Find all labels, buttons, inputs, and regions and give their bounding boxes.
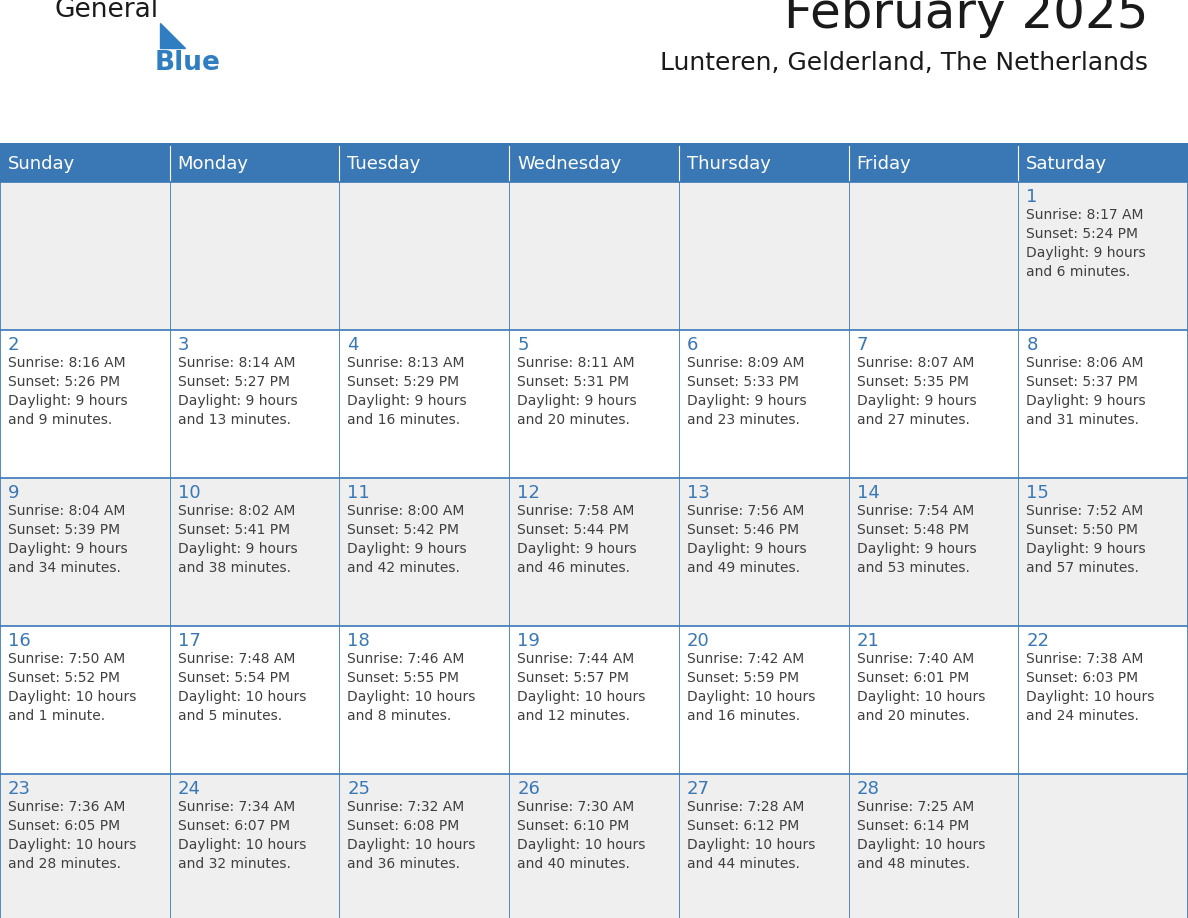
Text: Thursday: Thursday — [687, 155, 771, 173]
Text: Sunrise: 7:36 AM
Sunset: 6:05 PM
Daylight: 10 hours
and 28 minutes.: Sunrise: 7:36 AM Sunset: 6:05 PM Dayligh… — [8, 800, 137, 871]
Text: 5: 5 — [517, 336, 529, 354]
Bar — [340, 146, 510, 182]
Bar — [0, 143, 1188, 148]
Text: Sunrise: 7:32 AM
Sunset: 6:08 PM
Daylight: 10 hours
and 36 minutes.: Sunrise: 7:32 AM Sunset: 6:08 PM Dayligh… — [347, 800, 476, 871]
Text: Sunrise: 8:11 AM
Sunset: 5:31 PM
Daylight: 9 hours
and 20 minutes.: Sunrise: 8:11 AM Sunset: 5:31 PM Dayligh… — [517, 356, 637, 427]
Text: Sunrise: 8:07 AM
Sunset: 5:35 PM
Daylight: 9 hours
and 27 minutes.: Sunrise: 8:07 AM Sunset: 5:35 PM Dayligh… — [857, 356, 977, 427]
Bar — [0, 774, 1188, 918]
Text: Sunrise: 7:42 AM
Sunset: 5:59 PM
Daylight: 10 hours
and 16 minutes.: Sunrise: 7:42 AM Sunset: 5:59 PM Dayligh… — [687, 652, 815, 722]
Text: Sunrise: 7:56 AM
Sunset: 5:46 PM
Daylight: 9 hours
and 49 minutes.: Sunrise: 7:56 AM Sunset: 5:46 PM Dayligh… — [687, 504, 807, 575]
Text: Sunrise: 7:46 AM
Sunset: 5:55 PM
Daylight: 10 hours
and 8 minutes.: Sunrise: 7:46 AM Sunset: 5:55 PM Dayligh… — [347, 652, 476, 722]
Text: 7: 7 — [857, 336, 868, 354]
Text: 24: 24 — [178, 780, 201, 798]
Text: Sunrise: 8:16 AM
Sunset: 5:26 PM
Daylight: 9 hours
and 9 minutes.: Sunrise: 8:16 AM Sunset: 5:26 PM Dayligh… — [8, 356, 127, 427]
Text: Friday: Friday — [857, 155, 911, 173]
Text: Sunrise: 8:02 AM
Sunset: 5:41 PM
Daylight: 9 hours
and 38 minutes.: Sunrise: 8:02 AM Sunset: 5:41 PM Dayligh… — [178, 504, 297, 575]
Text: Wednesday: Wednesday — [517, 155, 621, 173]
Text: Lunteren, Gelderland, The Netherlands: Lunteren, Gelderland, The Netherlands — [661, 51, 1148, 75]
Text: Sunrise: 7:54 AM
Sunset: 5:48 PM
Daylight: 9 hours
and 53 minutes.: Sunrise: 7:54 AM Sunset: 5:48 PM Dayligh… — [857, 504, 977, 575]
Text: 28: 28 — [857, 780, 879, 798]
Bar — [0, 330, 1188, 478]
Text: Saturday: Saturday — [1026, 155, 1107, 173]
Text: Sunday: Sunday — [8, 155, 75, 173]
Text: 18: 18 — [347, 632, 371, 650]
Text: Sunrise: 8:09 AM
Sunset: 5:33 PM
Daylight: 9 hours
and 23 minutes.: Sunrise: 8:09 AM Sunset: 5:33 PM Dayligh… — [687, 356, 807, 427]
Text: Sunrise: 7:58 AM
Sunset: 5:44 PM
Daylight: 9 hours
and 46 minutes.: Sunrise: 7:58 AM Sunset: 5:44 PM Dayligh… — [517, 504, 637, 575]
Bar — [678, 146, 848, 182]
Text: 15: 15 — [1026, 484, 1049, 502]
Text: Sunrise: 7:52 AM
Sunset: 5:50 PM
Daylight: 9 hours
and 57 minutes.: Sunrise: 7:52 AM Sunset: 5:50 PM Dayligh… — [1026, 504, 1146, 575]
Text: Sunrise: 7:50 AM
Sunset: 5:52 PM
Daylight: 10 hours
and 1 minute.: Sunrise: 7:50 AM Sunset: 5:52 PM Dayligh… — [8, 652, 137, 722]
Text: 11: 11 — [347, 484, 371, 502]
Text: Sunrise: 7:38 AM
Sunset: 6:03 PM
Daylight: 10 hours
and 24 minutes.: Sunrise: 7:38 AM Sunset: 6:03 PM Dayligh… — [1026, 652, 1155, 722]
Text: Sunrise: 8:17 AM
Sunset: 5:24 PM
Daylight: 9 hours
and 6 minutes.: Sunrise: 8:17 AM Sunset: 5:24 PM Dayligh… — [1026, 208, 1146, 279]
Text: Sunrise: 8:13 AM
Sunset: 5:29 PM
Daylight: 9 hours
and 16 minutes.: Sunrise: 8:13 AM Sunset: 5:29 PM Dayligh… — [347, 356, 467, 427]
Text: 10: 10 — [178, 484, 201, 502]
Bar — [0, 478, 1188, 626]
Text: 19: 19 — [517, 632, 541, 650]
Text: Sunrise: 7:25 AM
Sunset: 6:14 PM
Daylight: 10 hours
and 48 minutes.: Sunrise: 7:25 AM Sunset: 6:14 PM Dayligh… — [857, 800, 985, 871]
Text: 8: 8 — [1026, 336, 1037, 354]
Text: February 2025: February 2025 — [784, 0, 1148, 38]
Text: 21: 21 — [857, 632, 879, 650]
Text: 4: 4 — [347, 336, 359, 354]
Text: 3: 3 — [178, 336, 189, 354]
Bar — [0, 182, 1188, 330]
Text: Monday: Monday — [178, 155, 248, 173]
Bar — [170, 146, 340, 182]
Bar — [848, 146, 1018, 182]
Text: 27: 27 — [687, 780, 710, 798]
Text: 2: 2 — [8, 336, 19, 354]
Text: Sunrise: 7:28 AM
Sunset: 6:12 PM
Daylight: 10 hours
and 44 minutes.: Sunrise: 7:28 AM Sunset: 6:12 PM Dayligh… — [687, 800, 815, 871]
Text: Blue: Blue — [154, 50, 221, 76]
Text: Sunrise: 8:04 AM
Sunset: 5:39 PM
Daylight: 9 hours
and 34 minutes.: Sunrise: 8:04 AM Sunset: 5:39 PM Dayligh… — [8, 504, 127, 575]
Text: Tuesday: Tuesday — [347, 155, 421, 173]
Text: Sunrise: 8:00 AM
Sunset: 5:42 PM
Daylight: 9 hours
and 42 minutes.: Sunrise: 8:00 AM Sunset: 5:42 PM Dayligh… — [347, 504, 467, 575]
Bar — [0, 146, 170, 182]
Text: 13: 13 — [687, 484, 709, 502]
Text: 22: 22 — [1026, 632, 1049, 650]
Text: 20: 20 — [687, 632, 709, 650]
Text: 25: 25 — [347, 780, 371, 798]
Text: 1: 1 — [1026, 188, 1037, 206]
Text: 17: 17 — [178, 632, 201, 650]
Text: 12: 12 — [517, 484, 541, 502]
Text: 26: 26 — [517, 780, 541, 798]
Bar — [1018, 146, 1188, 182]
Text: 9: 9 — [8, 484, 19, 502]
Polygon shape — [160, 23, 185, 48]
Bar — [510, 146, 678, 182]
Text: Sunrise: 7:48 AM
Sunset: 5:54 PM
Daylight: 10 hours
and 5 minutes.: Sunrise: 7:48 AM Sunset: 5:54 PM Dayligh… — [178, 652, 307, 722]
Text: Sunrise: 8:06 AM
Sunset: 5:37 PM
Daylight: 9 hours
and 31 minutes.: Sunrise: 8:06 AM Sunset: 5:37 PM Dayligh… — [1026, 356, 1146, 427]
Text: Sunrise: 7:44 AM
Sunset: 5:57 PM
Daylight: 10 hours
and 12 minutes.: Sunrise: 7:44 AM Sunset: 5:57 PM Dayligh… — [517, 652, 645, 722]
Text: 16: 16 — [8, 632, 31, 650]
Text: 14: 14 — [857, 484, 879, 502]
Text: 6: 6 — [687, 336, 699, 354]
Text: Sunrise: 8:14 AM
Sunset: 5:27 PM
Daylight: 9 hours
and 13 minutes.: Sunrise: 8:14 AM Sunset: 5:27 PM Dayligh… — [178, 356, 297, 427]
Text: Sunrise: 7:30 AM
Sunset: 6:10 PM
Daylight: 10 hours
and 40 minutes.: Sunrise: 7:30 AM Sunset: 6:10 PM Dayligh… — [517, 800, 645, 871]
Text: 23: 23 — [8, 780, 31, 798]
Bar — [0, 626, 1188, 774]
Text: General: General — [55, 0, 159, 23]
Text: Sunrise: 7:34 AM
Sunset: 6:07 PM
Daylight: 10 hours
and 32 minutes.: Sunrise: 7:34 AM Sunset: 6:07 PM Dayligh… — [178, 800, 307, 871]
Text: Sunrise: 7:40 AM
Sunset: 6:01 PM
Daylight: 10 hours
and 20 minutes.: Sunrise: 7:40 AM Sunset: 6:01 PM Dayligh… — [857, 652, 985, 722]
